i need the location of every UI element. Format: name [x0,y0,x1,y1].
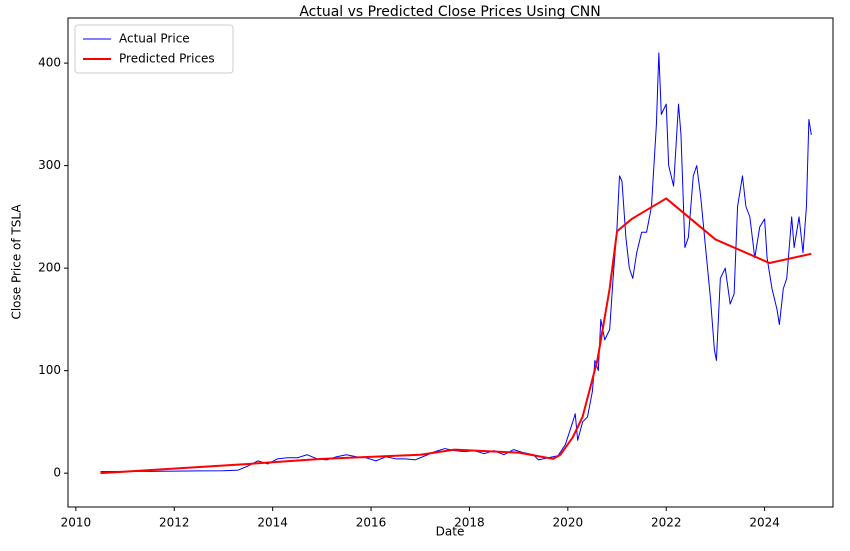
x-tick-label: 2022 [651,516,682,530]
x-tick-label: 2018 [454,516,485,530]
plot-frame [67,17,834,508]
chart-title: Actual vs Predicted Close Prices Using C… [299,4,600,20]
x-axis-label: Date [436,525,465,539]
data-line [100,52,812,473]
y-tick-label: 0 [53,466,61,480]
x-tick-label: 2020 [553,516,584,530]
x-tick-label: 2016 [356,516,387,530]
x-tick-label: 2024 [749,516,780,530]
x-tick-label: 2010 [61,516,92,530]
legend-frame [74,24,234,74]
y-tick-label: 200 [38,261,61,275]
y-tick-label: 100 [38,363,61,377]
legend: Actual Price Predicted Prices [74,24,234,74]
legend-label: Actual Price [119,32,190,46]
x-tick-label: 2014 [257,516,288,530]
y-tick-label: 400 [38,56,61,70]
legend-label: Predicted Prices [119,52,215,66]
y-tick-label: 300 [38,158,61,172]
data-line [100,197,812,475]
x-tick-label: 2012 [159,516,190,530]
y-axis-label: Close Price of TSLA [10,204,24,320]
